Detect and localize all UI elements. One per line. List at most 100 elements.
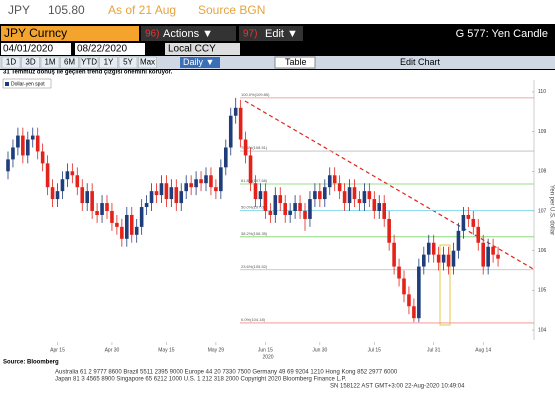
candle-body [204,175,208,184]
x-tick-label: Aug 14 [475,347,491,353]
legend-swatch [5,82,9,86]
period-button[interactable] [40,56,60,69]
candle-body [332,175,337,184]
x-tick-label: May 29 [208,347,225,353]
end-input[interactable] [75,43,145,55]
period-label: YTD [81,58,97,67]
candle-body [342,191,347,204]
candle-body [50,187,55,200]
candle-body [115,222,119,227]
start-date: 04/01/2020 [3,44,53,55]
x-tick-label: Jun 15 [258,347,273,353]
candle-body [258,191,263,200]
candle-body [372,199,377,211]
candle-body [199,179,203,184]
candle-body [278,195,283,204]
candle-body [293,203,297,211]
candle-body [357,199,362,204]
candle-body [120,226,124,239]
period-button[interactable] [99,56,118,69]
trend-line [244,100,536,271]
candle-body [461,214,466,231]
candle-body [45,163,50,188]
candle-body [313,191,317,200]
candle-body [298,203,302,211]
actions-num: 96) [145,29,159,40]
y-axis-title: Yen per U.S. dollar [548,185,554,235]
period-label: 1D [6,58,16,67]
period-label: 1Y [104,58,114,67]
period-button[interactable] [1,56,21,69]
candle-body [224,147,228,168]
candle-body [362,191,367,204]
candle-body [80,187,85,204]
edit-num: 97) [243,29,257,40]
candle-body [323,187,327,200]
candle-body [268,210,273,215]
candle-body [466,214,471,219]
candle-body [412,306,416,319]
candle-body [496,254,500,259]
actions-button[interactable] [141,26,236,41]
y-tick-label: 106 [538,248,547,254]
candle-body [417,266,421,319]
edit-button[interactable] [239,26,303,41]
table-button[interactable] [274,56,316,69]
security-input[interactable] [1,26,139,41]
x-tick-label: Jun 30 [312,347,327,353]
candle-body [248,155,253,184]
candle-body [144,203,149,208]
candle-body [308,199,312,219]
candle-body [110,210,114,223]
period-button[interactable] [118,56,138,69]
candle-body [382,203,386,219]
fib-label: 38.2%(106.35) [241,231,268,236]
candle-body [209,175,213,188]
footer-line: Australia 61 2 9777 8600 Brazil 5511 239… [55,370,398,376]
candle-body [283,203,287,215]
candle-body [327,175,332,188]
y-tick-label: 108 [538,169,547,175]
candle-body [446,254,451,267]
source-note: Source: Bloomberg [3,360,59,366]
candle-body [189,183,193,188]
candle-body [441,254,446,263]
period-label: 3D [25,58,35,67]
frequency: Daily ▼ [183,57,214,67]
period-button[interactable] [79,56,99,69]
candle-body [233,107,238,116]
candle-body [174,187,179,204]
candle-body [486,246,490,267]
candle-body [35,135,40,152]
candle-body [70,171,75,176]
candle-body [85,191,89,204]
candle-body [154,191,159,196]
start-input[interactable] [1,43,71,55]
candle-body [451,250,456,267]
currency-select[interactable] [165,43,240,55]
period-button[interactable] [21,56,40,69]
footer-line: SN 158122 AST GMT+3:00 22-Aug-2020 10:49… [330,384,465,390]
candle-body [149,191,154,204]
highlight-box [439,244,451,326]
candle-body [352,187,357,200]
candle-body [90,191,94,211]
candle-body [21,135,25,156]
subtitle: 31 Temmuz dönüş ile geçilen trend çizgis… [3,70,173,76]
legend [2,78,52,89]
candle-body [436,254,441,263]
candle-body [476,226,481,243]
edit-chart[interactable]: Edit Chart [400,57,441,67]
candle-body [134,226,139,235]
candle-body [337,183,342,192]
currency: Local CCY [168,44,216,55]
candle-body [238,107,243,140]
candle-body [105,203,109,211]
frequency-select[interactable] [180,57,220,68]
period-button[interactable] [60,56,79,69]
period-label: 5Y [123,58,133,67]
legend-label: Dollar-yen spot [11,81,45,87]
candle-body [491,246,495,255]
period-button[interactable] [138,56,157,69]
